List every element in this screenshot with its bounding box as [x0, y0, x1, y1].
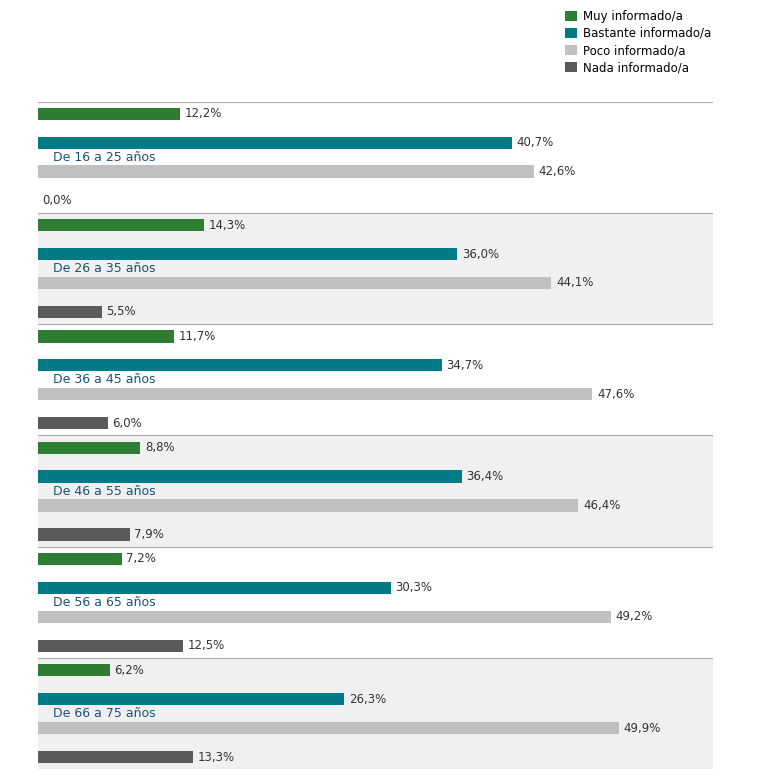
Text: 7,9%: 7,9% — [134, 528, 164, 541]
Bar — [38, 640, 183, 652]
Bar — [38, 108, 180, 120]
Bar — [38, 102, 713, 212]
Text: 42,6%: 42,6% — [539, 165, 576, 178]
Bar — [38, 693, 344, 705]
Bar — [38, 388, 592, 401]
Text: 0,0%: 0,0% — [42, 194, 72, 207]
Bar — [38, 664, 110, 676]
Bar — [38, 417, 107, 430]
Bar — [38, 658, 713, 769]
Text: 46,4%: 46,4% — [583, 499, 620, 512]
Text: De 26 a 35 años: De 26 a 35 años — [53, 262, 155, 275]
Text: 34,7%: 34,7% — [447, 358, 484, 372]
Bar — [38, 582, 390, 594]
Text: 44,1%: 44,1% — [556, 276, 593, 290]
Bar — [38, 611, 611, 623]
Bar — [38, 528, 129, 540]
Text: 13,3%: 13,3% — [198, 751, 234, 764]
Text: 30,3%: 30,3% — [395, 581, 432, 594]
Text: 26,3%: 26,3% — [349, 693, 386, 706]
Bar — [38, 330, 174, 343]
Text: 47,6%: 47,6% — [597, 387, 634, 401]
Text: 40,7%: 40,7% — [517, 136, 554, 149]
Bar — [38, 166, 534, 178]
Text: 49,2%: 49,2% — [615, 610, 653, 623]
Text: 14,3%: 14,3% — [209, 219, 246, 231]
Text: 8,8%: 8,8% — [145, 441, 175, 454]
Text: De 36 a 45 años: De 36 a 45 años — [53, 373, 155, 387]
Bar — [38, 547, 713, 658]
Text: 11,7%: 11,7% — [179, 330, 216, 343]
Text: 12,5%: 12,5% — [188, 640, 225, 652]
Text: 49,9%: 49,9% — [624, 722, 661, 735]
Bar — [38, 436, 713, 547]
Bar — [38, 470, 462, 483]
Text: De 46 a 55 años: De 46 a 55 años — [53, 484, 155, 497]
Text: 5,5%: 5,5% — [107, 305, 136, 319]
Bar — [38, 441, 140, 454]
Bar — [38, 499, 579, 512]
Text: 36,0%: 36,0% — [462, 248, 499, 261]
Bar — [38, 276, 551, 289]
Text: Edad: Edad — [12, 418, 26, 453]
Bar — [38, 248, 457, 260]
Text: De 66 a 75 años: De 66 a 75 años — [53, 707, 155, 720]
Bar — [38, 722, 619, 734]
Text: De 16 a 25 años: De 16 a 25 años — [53, 151, 155, 164]
Text: 6,0%: 6,0% — [112, 417, 142, 430]
Bar — [38, 213, 713, 324]
Text: 12,2%: 12,2% — [184, 107, 222, 120]
Bar — [38, 359, 442, 372]
Text: 6,2%: 6,2% — [114, 664, 144, 676]
Bar — [38, 553, 122, 565]
Bar — [38, 751, 193, 763]
Bar — [38, 137, 512, 149]
Text: De 56 a 65 años: De 56 a 65 años — [53, 596, 155, 609]
Bar — [38, 305, 102, 318]
Text: 36,4%: 36,4% — [466, 470, 503, 483]
Legend: Muy informado/a, Bastante informado/a, Poco informado/a, Nada informado/a: Muy informado/a, Bastante informado/a, P… — [565, 10, 711, 74]
Bar — [38, 324, 713, 436]
Bar — [38, 219, 205, 231]
Text: 7,2%: 7,2% — [126, 552, 156, 565]
